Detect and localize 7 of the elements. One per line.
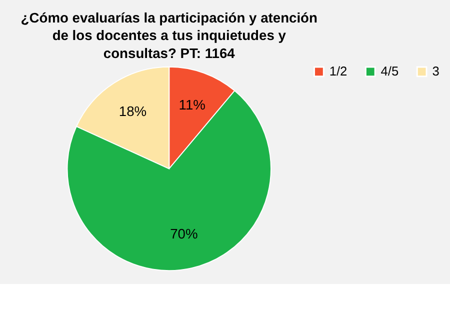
legend-label: 1/2 [329,64,348,79]
data-label: 11% [178,96,206,112]
data-label: 70% [170,225,198,242]
legend-label: 3 [432,64,440,79]
data-label: 18% [118,103,147,120]
chart-title: ¿Cómo evaluarías la participación y atención de los docentes a tus inquietudes y consultas? PT: 1164 [20,9,318,61]
legend-label: 4/5 [380,64,399,79]
